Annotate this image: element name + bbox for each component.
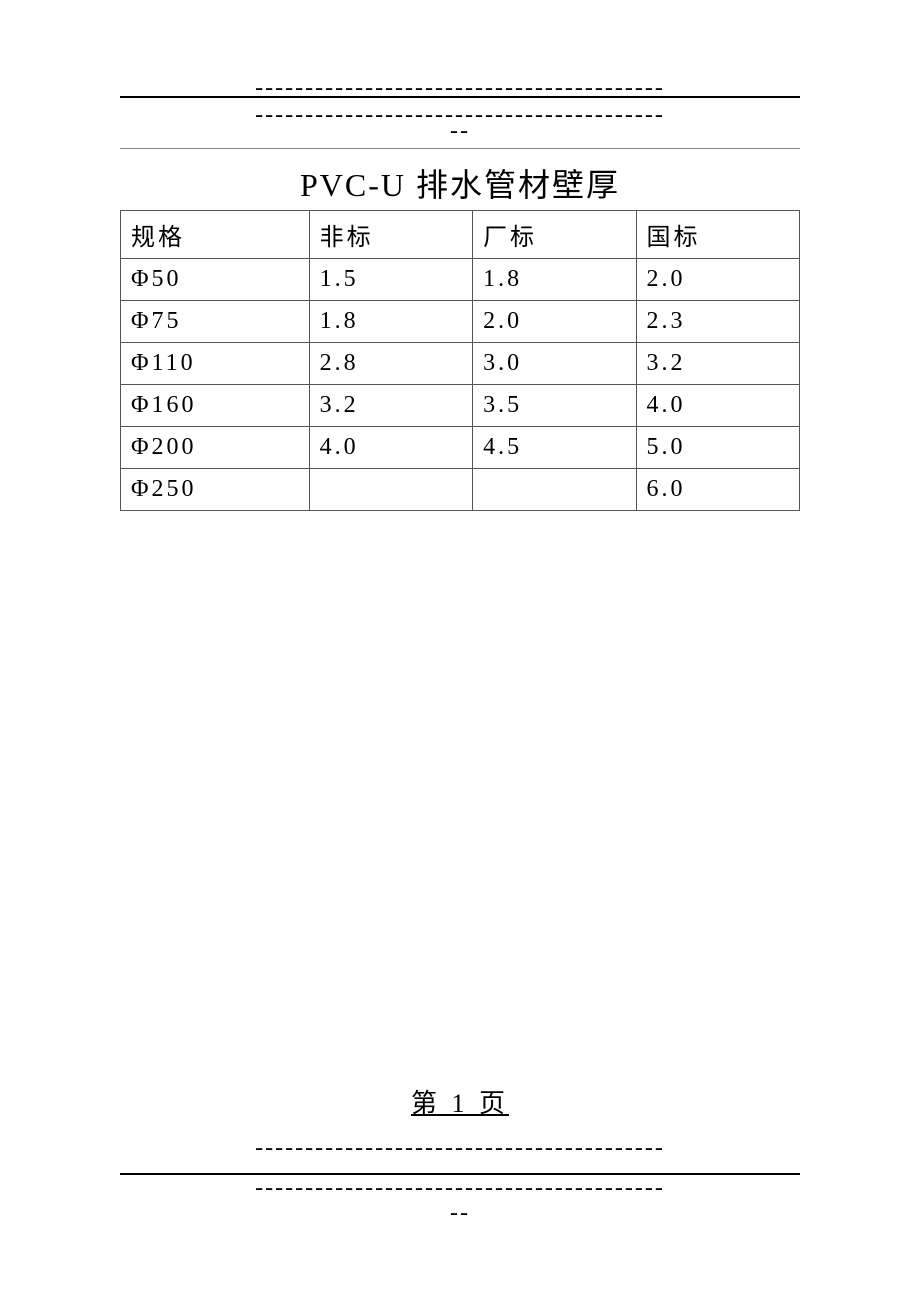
table-cell: 3.2: [636, 343, 799, 385]
table-cell: 1.5: [309, 259, 472, 301]
table-row: Φ160 3.2 3.5 4.0: [121, 385, 800, 427]
table-cell: 4.0: [636, 385, 799, 427]
table-row: Φ200 4.0 4.5 5.0: [121, 427, 800, 469]
table-cell: [473, 469, 636, 511]
top-divider-dashes-short: --: [450, 118, 470, 145]
table-cell: 6.0: [636, 469, 799, 511]
table-cell: 1.8: [309, 301, 472, 343]
table-row: Φ50 1.5 1.8 2.0: [121, 259, 800, 301]
table-cell: 2.3: [636, 301, 799, 343]
table-cell: Φ75: [121, 301, 310, 343]
table-cell: Φ160: [121, 385, 310, 427]
table-header-cell: 国标: [636, 211, 799, 259]
table-cell: 5.0: [636, 427, 799, 469]
table-row: Φ75 1.8 2.0 2.3: [121, 301, 800, 343]
table-row: Φ250 6.0: [121, 469, 800, 511]
table-header-cell: 规格: [121, 211, 310, 259]
table-cell: 3.5: [473, 385, 636, 427]
table-cell: 2.8: [309, 343, 472, 385]
table-cell: 1.8: [473, 259, 636, 301]
top-gray-underline: [120, 148, 800, 149]
table-cell: 2.0: [473, 301, 636, 343]
table-cell: 3.2: [309, 385, 472, 427]
table-cell: Φ110: [121, 343, 310, 385]
table-cell: 2.0: [636, 259, 799, 301]
top-divider-solid-line: [120, 96, 800, 98]
table-cell: Φ250: [121, 469, 310, 511]
table-cell: 3.0: [473, 343, 636, 385]
page-container: ----------------------------------------…: [0, 0, 920, 1302]
bottom-divider-dashes-2: ----------------------------------------…: [120, 1175, 800, 1202]
table-row: Φ110 2.8 3.0 3.2: [121, 343, 800, 385]
bottom-divider-dashes-short: --: [450, 1200, 470, 1227]
page-title: PVC-U 排水管材壁厚: [0, 160, 920, 206]
table-cell: [309, 469, 472, 511]
table-cell: Φ200: [121, 427, 310, 469]
table-header-cell: 非标: [309, 211, 472, 259]
wall-thickness-table: 规格 非标 厂标 国标 Φ50 1.5 1.8 2.0 Φ75 1.8 2.0 …: [120, 210, 800, 511]
table-header-cell: 厂标: [473, 211, 636, 259]
table-cell: Φ50: [121, 259, 310, 301]
page-number: 第 1 页: [0, 1083, 920, 1120]
table-header-row: 规格 非标 厂标 国标: [121, 211, 800, 259]
table-cell: 4.5: [473, 427, 636, 469]
table-cell: 4.0: [309, 427, 472, 469]
bottom-divider-dashes: ----------------------------------------…: [120, 1135, 800, 1162]
